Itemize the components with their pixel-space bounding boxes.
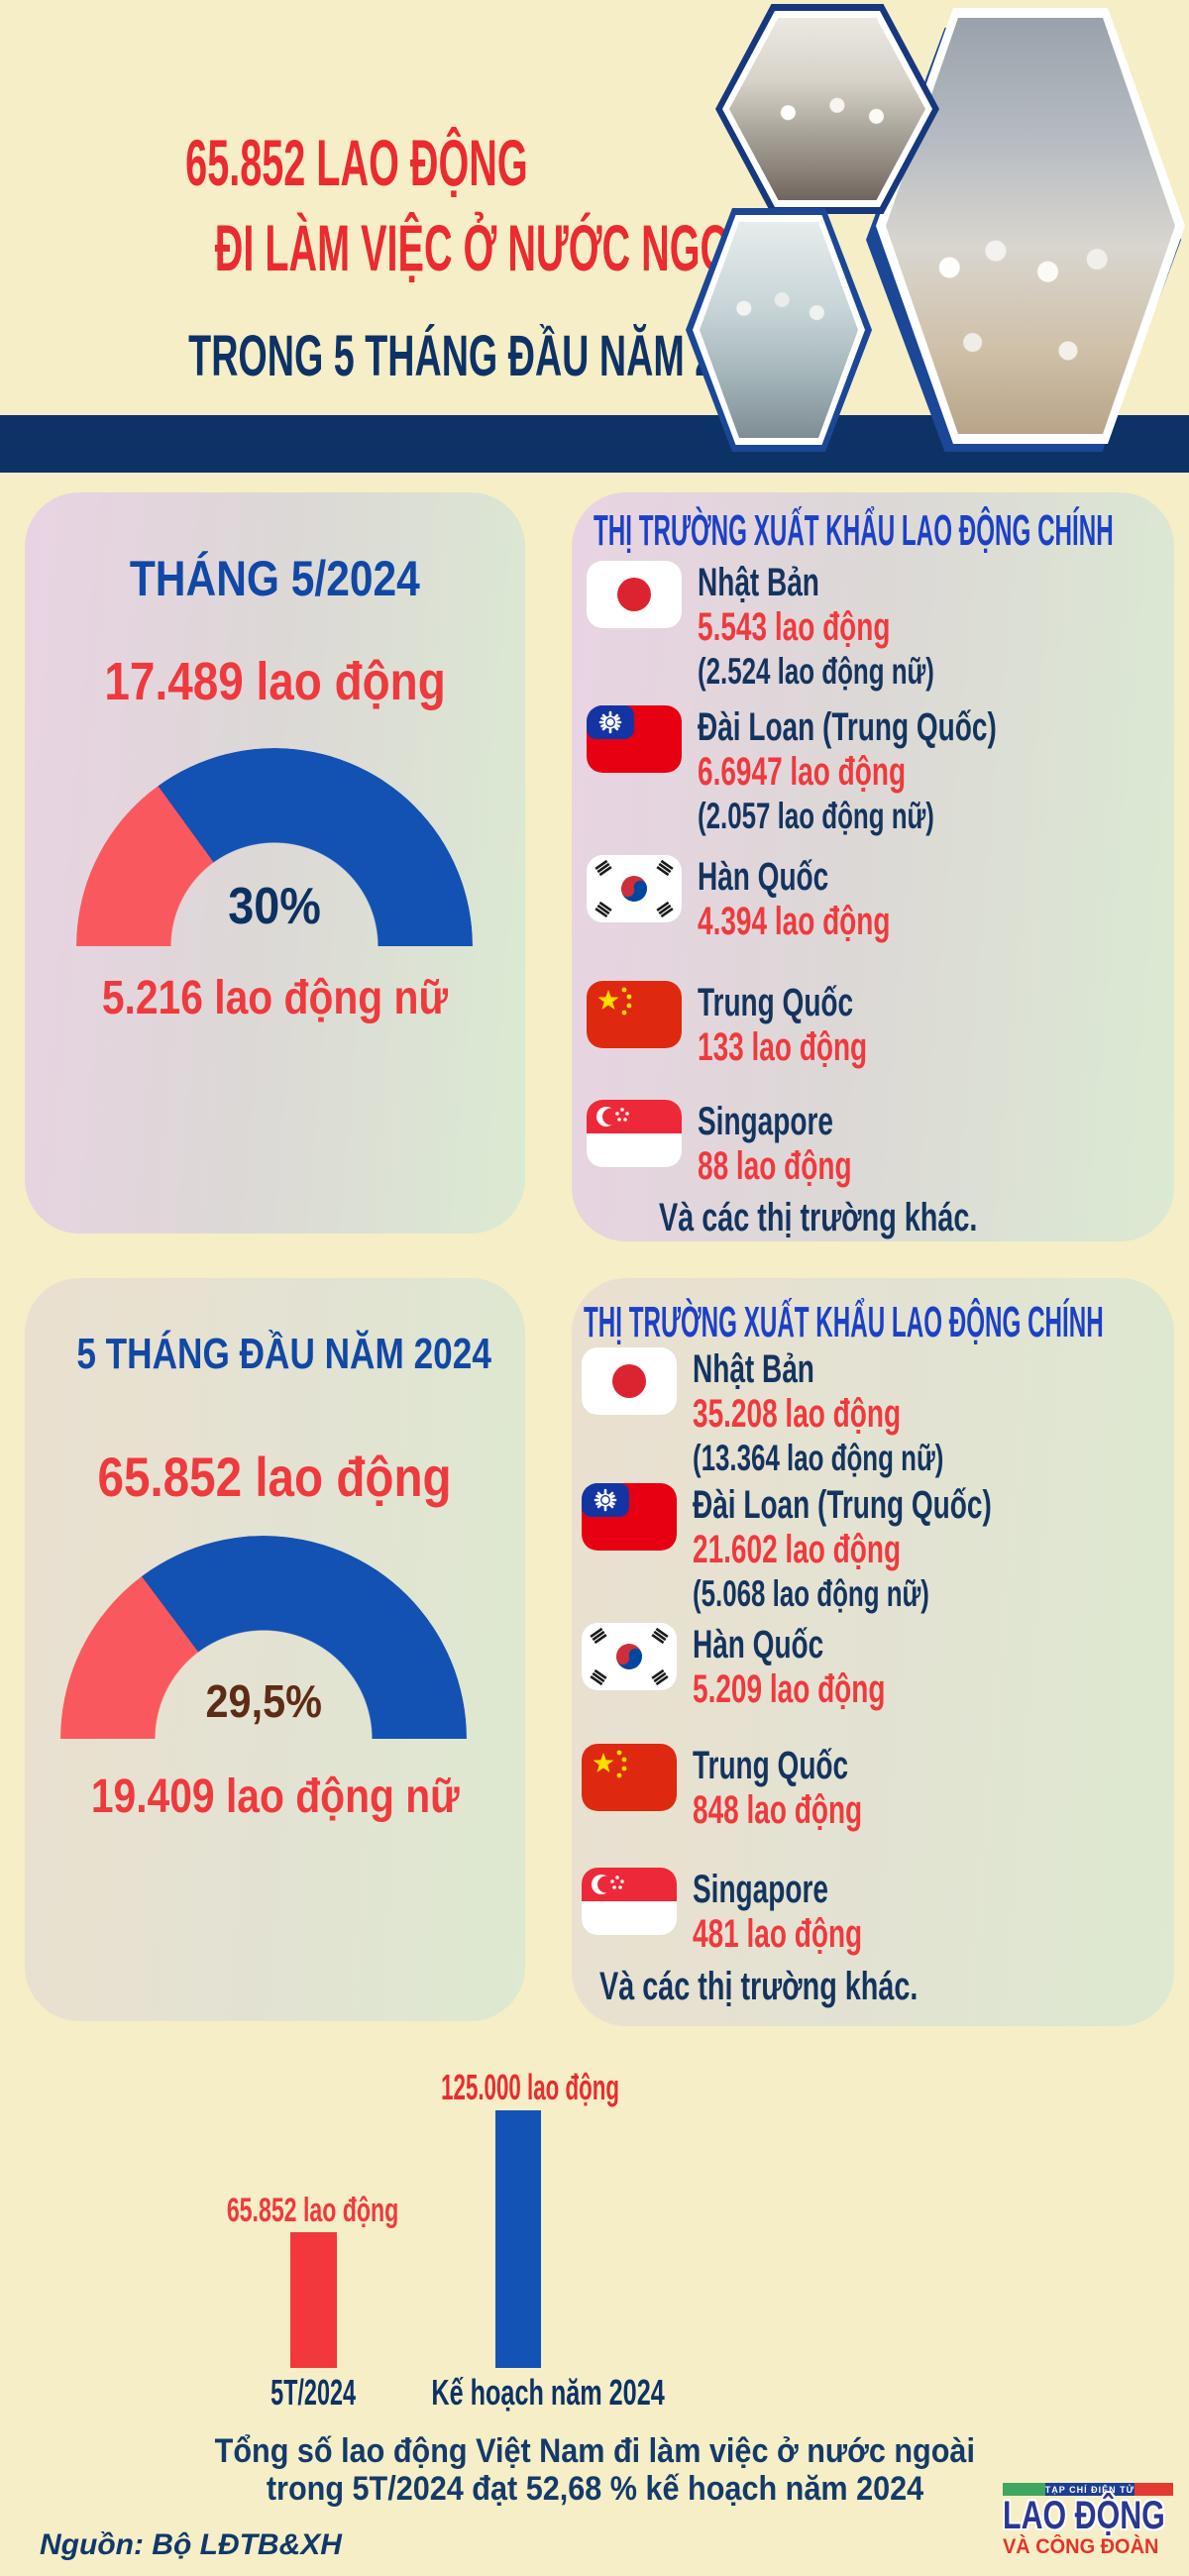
logo-tagline-bar: TẠP CHÍ ĐIỆN TỬ [1003,2483,1173,2496]
period-label: THÁNG 5/2024 [130,551,420,606]
summary-line1: Tổng số lao động Việt Nam đi làm việc ở … [214,2432,975,2470]
market-name: Nhật Bản [693,1347,814,1391]
china-flag-icon [587,981,682,1048]
five-months-2024-panel: 5 THÁNG ĐẦU NĂM 2024 65.852 lao động 29,… [25,1278,525,2021]
bar-plan [495,2110,541,2368]
market-row-china: Trung Quốc 133 lao động [587,981,940,1070]
female-workers-label: 5.216 lao động nữ [101,972,449,1024]
gauge-percent-label: 30% [228,878,322,935]
market-row-singapore: Singapore 88 lao động [587,1100,918,1189]
market-value: 21.602 lao động [693,1528,902,1571]
luggage-photo-hexagon [715,4,939,214]
market-texts: Nhật Bản 5.543 lao động (2.524 lao động … [698,561,1035,694]
market-row-taiwan: Đài Loan (Trung Quốc) 6.6947 lao động (2… [587,705,1125,838]
market-texts: Hàn Quốc 4.394 lao động [698,855,973,944]
market-row-south-korea: Hàn Quốc 4.394 lao động [587,855,973,944]
total-workers-label: 17.489 lao động [104,652,446,711]
markets-footer: Và các thị trường khác. [659,1196,978,1239]
source-note: Nguồn: Bộ LĐTB&XH [40,2528,342,2561]
page-title-line2: ĐI LÀM VIỆC Ở NƯỚC NGOÀI [214,211,770,284]
market-name: Đài Loan (Trung Quốc) [698,705,997,749]
logo-green-block [1003,2483,1045,2496]
market-name: Hàn Quốc [698,855,829,899]
factory-workers-photo [700,222,858,438]
market-texts: Trung Quốc 133 lao động [698,981,940,1070]
airport-checkin-photo [729,18,925,200]
south-korea-flag-icon [587,855,682,922]
logo-red-block [1135,2483,1173,2496]
markets-header: THỊ TRƯỜNG XUẤT KHẨU LAO ĐỘNG CHÍNH [594,506,1114,555]
month-5-2024-panel: THÁNG 5/2024 17.489 lao động 30% 5.216 l… [25,492,525,1234]
south-korea-flag-icon [582,1623,677,1690]
market-texts: Singapore 88 lao động [698,1100,918,1189]
bar-actual [290,2232,337,2368]
bar-category-plan: Kế hoạch năm 2024 [431,2372,665,2413]
singapore-flag-icon [582,1868,677,1935]
market-female: (5.068 lao động nữ) [693,1573,929,1614]
market-value: 5.543 lao động [698,605,891,649]
market-row-taiwan: Đài Loan (Trung Quốc) 21.602 lao động (5… [582,1483,1120,1616]
market-value: 133 lao động [698,1025,868,1069]
market-row-japan: Nhật Bản 35.208 lao động (13.364 lao độn… [582,1347,1051,1480]
market-texts: Đài Loan (Trung Quốc) 6.6947 lao động (2… [698,705,1125,838]
japan-flag-icon [582,1347,677,1415]
market-texts: Nhật Bản 35.208 lao động (13.364 lao độn… [693,1347,1051,1480]
market-name: Trung Quốc [698,981,854,1024]
page-title-line1: 65.852 LAO ĐỘNG [185,126,528,199]
markets-footer: Và các thị trường khác. [599,1965,919,2008]
market-name: Trung Quốc [693,1744,849,1787]
market-texts: Đài Loan (Trung Quốc) 21.602 lao động (5… [693,1483,1120,1616]
market-value: 4.394 lao động [698,900,891,943]
market-value: 88 lao động [698,1144,852,1188]
logo-name: LAO ĐỘNG [1003,2494,1165,2537]
market-texts: Trung Quốc 848 lao động [693,1744,935,1833]
market-texts: Hàn Quốc 5.209 lao động [693,1623,968,1712]
hexagon-white-border [722,11,932,207]
period-label: 5 THÁNG ĐẦU NĂM 2024 [76,1330,491,1378]
market-row-singapore: Singapore 481 lao động [582,1868,935,1957]
market-name: Nhật Bản [698,561,819,604]
female-workers-label: 19.409 lao động nữ [90,1771,460,1823]
market-value: 481 lao động [693,1912,863,1956]
japan-flag-icon [587,561,682,628]
market-value: 35.208 lao động [693,1392,902,1436]
singapore-flag-icon [587,1100,682,1167]
taiwan-flag-icon [587,705,682,773]
market-row-japan: Nhật Bản 5.543 lao động (2.524 lao động … [587,561,1035,694]
market-value: 5.209 lao động [693,1667,886,1711]
total-workers-label: 65.852 lao động [97,1446,453,1508]
market-name: Đài Loan (Trung Quốc) [693,1483,992,1527]
logo-subname: VÀ CÔNG ĐOÀN [1003,2535,1159,2558]
page-title-line3: TRONG 5 THÁNG ĐẦU NĂM 2024 [188,324,779,388]
bar-value-label-plan: 125.000 lao động [441,2067,619,2107]
market-female: (13.364 lao động nữ) [693,1438,944,1478]
markets-panel-five-months: THỊ TRƯỜNG XUẤT KHẨU LAO ĐỘNG CHÍNH Nhật… [572,1278,1174,2026]
market-row-china: Trung Quốc 848 lao động [582,1744,935,1833]
market-texts: Singapore 481 lao động [693,1868,935,1957]
hexagon-white-border [693,215,865,445]
summary-line2: trong 5T/2024 đạt 52,68 % kế hoạch năm 2… [266,2470,923,2508]
bar-value-label-actual: 65.852 lao động [227,2192,399,2229]
lao-dong-cong-doan-logo: TẠP CHÍ ĐIỆN TỬ LAO ĐỘNG VÀ CÔNG ĐOÀN [1003,2483,1181,2559]
china-flag-icon [582,1744,677,1811]
taiwan-flag-icon [582,1483,677,1551]
gauge-percent-label: 29,5% [205,1675,322,1727]
airport-terminal-photo [886,18,1175,434]
market-female: (2.057 lao động nữ) [698,796,934,836]
markets-header: THỊ TRƯỜNG XUẤT KHẨU LAO ĐỘNG CHÍNH [584,1298,1104,1346]
logo-tagline: TẠP CHÍ ĐIỆN TỬ [1044,2483,1135,2496]
market-row-south-korea: Hàn Quốc 5.209 lao động [582,1623,968,1712]
market-value: 848 lao động [693,1788,863,1832]
market-value: 6.6947 lao động [698,750,907,794]
market-name: Singapore [698,1100,833,1143]
market-name: Hàn Quốc [693,1623,824,1666]
market-female: (2.524 lao động nữ) [698,651,934,692]
workers-group-photo-hexagon [876,8,1185,444]
markets-panel-month: THỊ TRƯỜNG XUẤT KHẨU LAO ĐỘNG CHÍNH Nhật… [572,492,1174,1241]
bar-category-actual: 5T/2024 [270,2372,356,2413]
market-name: Singapore [693,1868,828,1911]
